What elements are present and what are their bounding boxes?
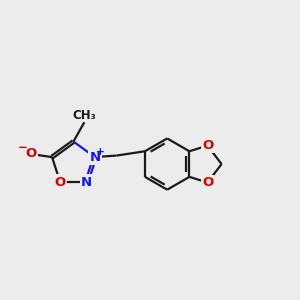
Text: +: + (96, 147, 104, 157)
Text: O: O (202, 139, 213, 152)
Text: O: O (25, 148, 36, 160)
Text: CH₃: CH₃ (73, 109, 96, 122)
Text: N: N (81, 176, 92, 189)
Text: N: N (89, 151, 100, 164)
Text: −: − (18, 141, 28, 154)
Text: O: O (202, 176, 213, 189)
Text: O: O (55, 176, 66, 189)
